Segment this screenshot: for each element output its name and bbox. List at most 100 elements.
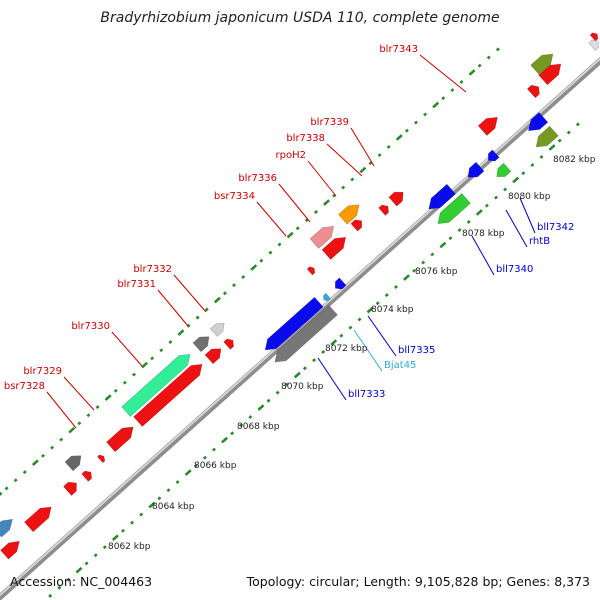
reverse-tick — [275, 390, 280, 395]
kbp-label: 8066 kbp — [194, 461, 237, 471]
reverse-gene-label-leader — [353, 329, 383, 372]
forward-tick — [159, 348, 164, 353]
forward-tick — [486, 55, 491, 60]
forward-gene — [0, 518, 13, 538]
reverse-tick — [193, 463, 198, 468]
forward-tick — [350, 177, 355, 182]
forward-gene-label: bsr7334 — [214, 191, 255, 202]
forward-tick — [186, 323, 191, 328]
forward-gene — [378, 204, 389, 216]
forward-gene — [588, 39, 599, 51]
forward-tick — [477, 63, 482, 68]
reverse-gene — [428, 183, 456, 210]
forward-gene — [350, 219, 363, 232]
forward-tick — [86, 413, 91, 418]
forward-tick — [113, 388, 118, 393]
gene-labels: blr7343 blr7339 blr7338 rpoH2 blr7336 bsr7334… — [4, 44, 574, 400]
forward-gene-label-leader — [173, 274, 207, 313]
forward-tick — [4, 486, 9, 491]
kbp-label: 8074 kbp — [371, 305, 414, 315]
forward-gene — [589, 32, 599, 42]
gene-features — [0, 32, 599, 560]
forward-tick — [77, 421, 82, 426]
forward-tick — [259, 258, 264, 263]
forward-tick — [122, 380, 127, 385]
reverse-tick — [457, 228, 462, 233]
reverse-tick — [421, 260, 426, 265]
reverse-gene-label-leader — [471, 235, 495, 276]
forward-tick — [41, 453, 45, 458]
reverse-gene — [467, 161, 485, 178]
forward-gene — [209, 322, 225, 337]
reverse-tick — [211, 447, 216, 452]
forward-tick — [295, 226, 300, 231]
reverse-tick — [66, 577, 71, 582]
reverse-tick — [166, 488, 171, 493]
reverse-gene-label: Bjat45 — [384, 360, 416, 371]
reverse-gene — [496, 162, 512, 178]
forward-gene — [388, 191, 404, 207]
reverse-tick — [539, 154, 544, 159]
kbp-label: 8078 kbp — [462, 229, 505, 239]
forward-tick — [131, 372, 136, 377]
reverse-tick — [448, 236, 453, 241]
forward-gene-label-leader — [256, 201, 287, 237]
forward-gene — [97, 454, 106, 464]
reverse-tick — [566, 130, 571, 135]
forward-tick — [177, 329, 185, 336]
reverse-tick — [293, 371, 301, 379]
reverse-tick — [503, 187, 508, 192]
reverse-gene-label-leader — [519, 197, 536, 234]
forward-gene-label-leader — [326, 143, 363, 177]
reverse-tick — [175, 480, 180, 485]
kbp-scale-labels: 8062 kbp 8064 kbp 8066 kbp 8068 kbp 8070 kbp… — [108, 155, 596, 552]
forward-tick — [441, 96, 446, 101]
kbp-label: 8068 kbp — [237, 422, 280, 432]
reverse-gene-label: rhtB — [529, 236, 550, 247]
reverse-tick — [230, 431, 235, 436]
reverse-tick — [403, 274, 410, 281]
reverse-tick — [284, 382, 289, 387]
forward-gene — [477, 116, 498, 136]
forward-gene — [121, 353, 191, 417]
reverse-tick — [393, 285, 398, 289]
forward-gene-label-leader — [63, 376, 95, 411]
reverse-tick — [548, 144, 556, 151]
reverse-tick — [102, 545, 107, 550]
reverse-tick — [330, 339, 338, 346]
label-leaders — [46, 54, 536, 429]
kbp-label: 8064 kbp — [152, 502, 195, 512]
forward-tick — [341, 185, 346, 190]
forward-tick — [286, 231, 294, 239]
reverse-tick-track — [48, 122, 580, 598]
reverse-tick — [339, 333, 344, 338]
forward-gene-label: rpoH2 — [276, 150, 306, 161]
forward-gene — [306, 266, 316, 276]
forward-gene-label-leader — [419, 54, 467, 93]
reverse-tick — [239, 423, 244, 428]
forward-tick — [386, 144, 391, 149]
forward-gene — [106, 426, 134, 453]
forward-tick — [395, 134, 403, 141]
forward-tick — [168, 340, 173, 345]
reverse-tick — [530, 163, 535, 168]
reverse-gene-label-leader — [317, 357, 347, 401]
forward-tick — [0, 491, 3, 497]
reverse-tick — [321, 350, 326, 354]
reverse-tick — [93, 553, 98, 558]
reverse-tick — [366, 306, 374, 314]
reverse-tick — [430, 252, 435, 257]
forward-tick — [22, 470, 27, 475]
reverse-tick — [557, 138, 562, 143]
forward-gene — [0, 540, 20, 560]
reverse-gene — [264, 296, 324, 351]
forward-tick — [313, 210, 318, 214]
kbp-label: 8082 kbp — [553, 155, 596, 165]
forward-gene-label: blr7329 — [23, 366, 62, 377]
reverse-gene — [528, 112, 549, 132]
forward-tick — [213, 296, 221, 304]
forward-gene — [309, 225, 335, 249]
reverse-tick — [84, 561, 89, 566]
forward-tick — [241, 275, 246, 279]
kbp-label: 8072 kbp — [325, 344, 368, 354]
